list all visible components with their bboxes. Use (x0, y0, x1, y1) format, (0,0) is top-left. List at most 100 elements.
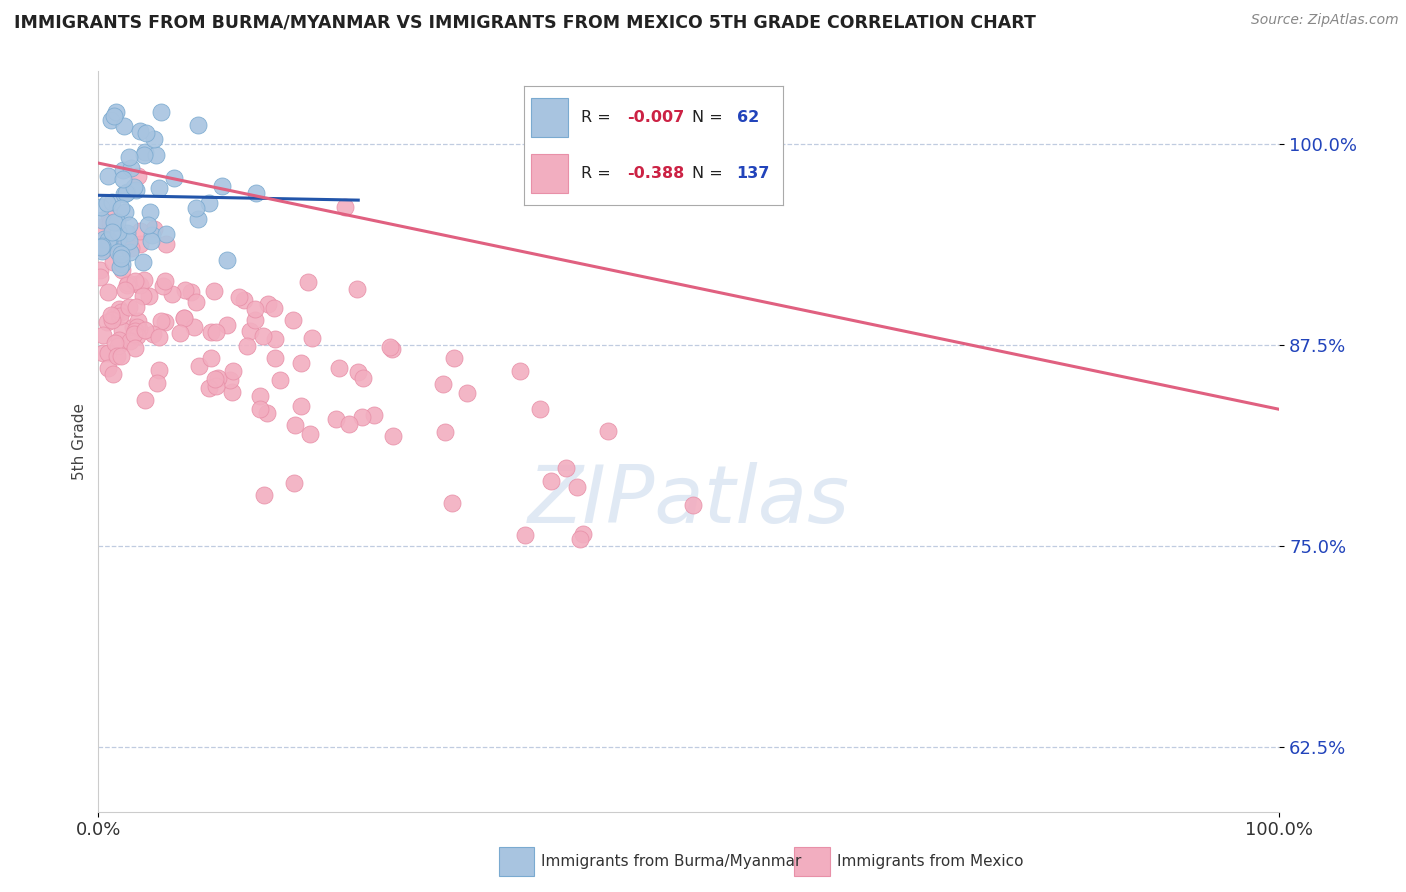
Point (118, 150, 141, 164)
Point (98, 234, 121, 248)
Point (128, 321, 150, 335)
Point (90, 240, 112, 254)
Point (111, 323, 134, 337)
Point (100, 113, 122, 128)
Point (153, 274, 176, 288)
Point (134, 392, 156, 407)
Point (152, 279, 174, 293)
Point (114, 239, 136, 253)
Point (572, 526, 595, 541)
Point (150, 314, 173, 328)
Point (124, 274, 146, 288)
Point (252, 328, 274, 343)
Point (125, 183, 148, 197)
Point (103, 309, 125, 323)
Point (200, 326, 222, 340)
Point (110, 247, 132, 261)
Point (540, 474, 562, 488)
Point (145, 148, 167, 162)
Point (128, 236, 150, 251)
Point (110, 310, 132, 324)
Point (219, 373, 242, 387)
Point (107, 226, 129, 240)
Point (93, 232, 115, 246)
Point (118, 218, 141, 232)
Point (100, 308, 122, 322)
Point (529, 402, 551, 417)
Point (337, 417, 360, 431)
Point (120, 241, 142, 255)
Point (180, 285, 202, 299)
Point (114, 187, 136, 202)
Point (346, 283, 368, 297)
Point (155, 236, 177, 251)
Point (110, 251, 132, 265)
Point (97, 233, 120, 247)
Point (138, 289, 160, 303)
Point (115, 185, 138, 199)
Point (114, 204, 136, 219)
Point (110, 260, 132, 274)
Point (174, 283, 197, 297)
Point (380, 340, 402, 354)
Point (256, 405, 278, 419)
Point (134, 273, 156, 287)
Point (96, 195, 118, 210)
Point (115, 186, 138, 200)
Point (125, 300, 148, 314)
Point (433, 425, 456, 440)
Point (107, 338, 129, 352)
Point (105, 349, 128, 363)
Point (245, 312, 267, 326)
Point (98, 235, 121, 250)
Point (107, 232, 129, 246)
Point (211, 179, 233, 194)
Point (205, 325, 228, 339)
Point (127, 169, 149, 183)
Point (441, 496, 464, 510)
Point (97, 361, 120, 376)
Point (443, 351, 465, 366)
Point (129, 277, 152, 292)
Point (141, 227, 163, 242)
Point (124, 326, 146, 341)
Point (89, 270, 111, 285)
Point (299, 427, 322, 442)
Point (256, 297, 278, 311)
Point (243, 302, 266, 317)
Point (381, 343, 404, 357)
Point (122, 320, 145, 334)
Point (215, 318, 238, 332)
Point (112, 163, 135, 178)
Point (97, 169, 120, 183)
Point (89, 263, 111, 277)
Point (125, 329, 148, 343)
Point (198, 381, 221, 395)
Point (352, 409, 374, 424)
Point (97, 285, 120, 299)
Point (105, 104, 128, 119)
Point (363, 408, 385, 422)
Point (110, 305, 132, 319)
Point (150, 104, 173, 119)
Point (264, 332, 287, 346)
Point (555, 461, 578, 475)
Point (598, 424, 620, 438)
Point (117, 276, 139, 290)
Text: ZIPatlas: ZIPatlas (527, 462, 851, 540)
Point (169, 326, 191, 340)
Point (101, 254, 124, 268)
Point (682, 499, 704, 513)
Text: Source: ZipAtlas.com: Source: ZipAtlas.com (1251, 13, 1399, 28)
Point (200, 351, 222, 366)
Point (155, 227, 177, 242)
Text: IMMIGRANTS FROM BURMA/MYANMAR VS IMMIGRANTS FROM MEXICO 5TH GRADE CORRELATION CH: IMMIGRANTS FROM BURMA/MYANMAR VS IMMIGRA… (14, 13, 1036, 31)
Point (263, 301, 285, 315)
Point (108, 301, 131, 316)
Point (104, 336, 127, 351)
Point (269, 373, 291, 387)
Point (232, 293, 254, 307)
Point (107, 245, 129, 260)
Point (205, 379, 228, 393)
Point (139, 234, 162, 248)
